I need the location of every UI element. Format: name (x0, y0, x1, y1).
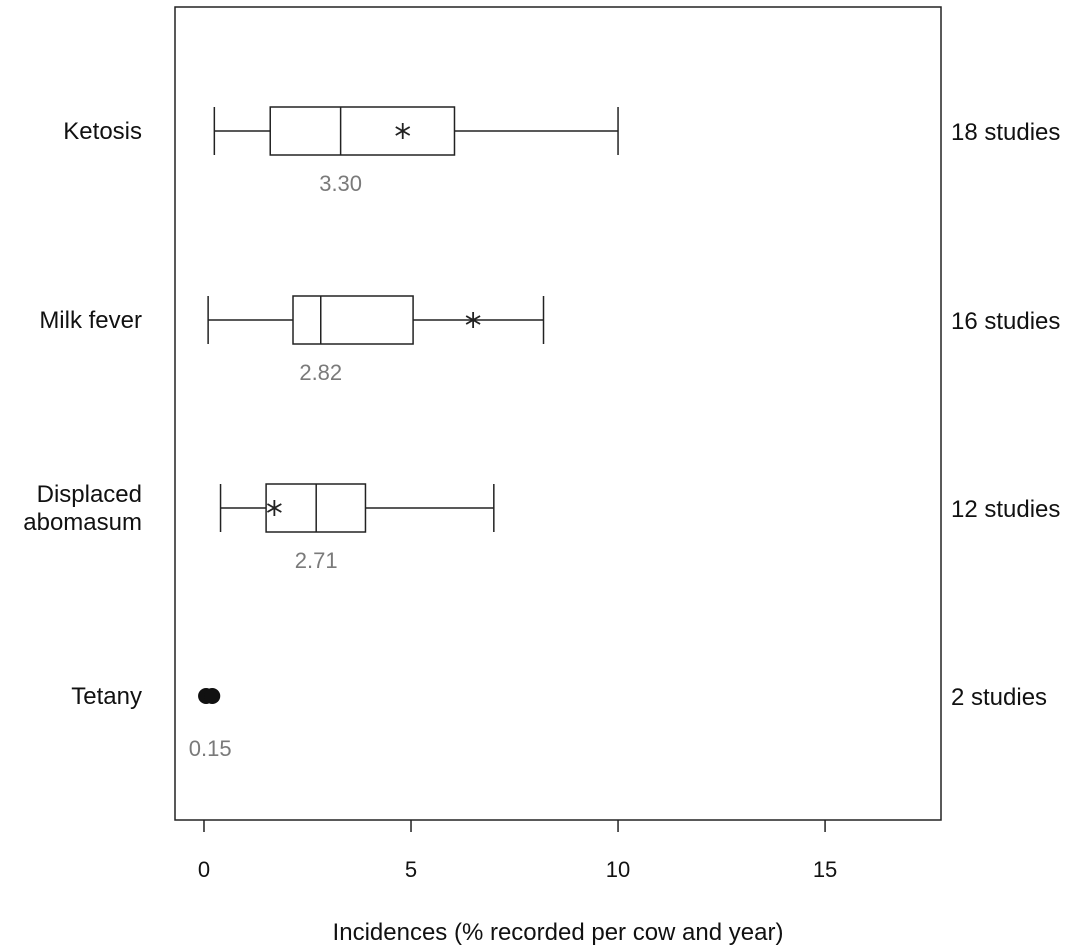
mean-marker-displaced-abomasum (266, 500, 282, 516)
x-tick-label: 10 (606, 857, 630, 882)
study-count-milk-fever: 16 studies (951, 308, 1060, 335)
box-milk-fever (292, 295, 414, 345)
mean-marker-ketosis (395, 123, 411, 139)
plot-frame (174, 6, 942, 821)
study-count-tetany: 2 studies (951, 684, 1047, 711)
category-label-displaced-abomasum: Displaced (37, 481, 142, 508)
x-tick-label: 5 (405, 857, 417, 882)
mean-marker-milk-fever (465, 312, 481, 328)
study-count-displaced-abomasum: 12 studies (951, 496, 1060, 523)
data-point-tetany (204, 688, 221, 704)
study-count-ketosis: 18 studies (951, 119, 1060, 146)
box-ketosis (269, 106, 456, 156)
median-label-ketosis: 3.30 (319, 171, 362, 196)
category-label-tetany: Tetany (71, 683, 142, 710)
x-axis-label: Incidences (% recorded per cow and year) (333, 919, 784, 946)
median-label-milk-fever: 2.82 (299, 360, 342, 385)
category-label-displaced-abomasum: abomasum (23, 509, 142, 536)
x-tick-label: 0 (198, 857, 210, 882)
category-label-milk-fever: Milk fever (39, 307, 142, 334)
category-label-ketosis: Ketosis (63, 118, 142, 145)
median-label-displaced-abomasum: 2.71 (295, 548, 338, 573)
median-label-tetany: 0.15 (189, 736, 232, 761)
x-tick-label: 15 (813, 857, 837, 882)
